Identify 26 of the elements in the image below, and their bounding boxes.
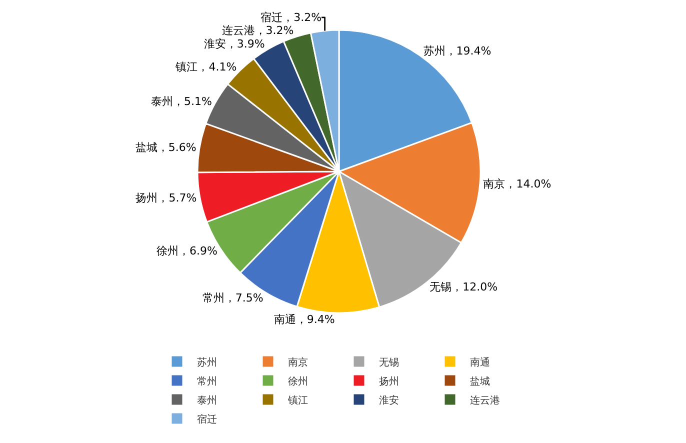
data-label: 无锡，12.0% bbox=[430, 280, 498, 294]
legend-label: 常州 bbox=[197, 375, 217, 388]
legend-label: 无锡 bbox=[379, 357, 399, 368]
legend-label: 盐城 bbox=[470, 375, 490, 388]
data-label: 淮安，3.9% bbox=[204, 38, 265, 51]
data-label: 宿迁，3.2% bbox=[260, 10, 322, 24]
legend-label: 南京 bbox=[288, 356, 308, 368]
legend-label: 镇江 bbox=[287, 394, 308, 406]
legend-label: 苏州 bbox=[197, 356, 217, 368]
data-label: 南京，14.0% bbox=[483, 177, 552, 190]
data-label: 盐城，5.6% bbox=[135, 140, 196, 154]
data-label: 常州，7.5% bbox=[202, 291, 264, 304]
legend-label: 徐州 bbox=[288, 375, 308, 388]
data-label: 扬州，5.7% bbox=[136, 191, 197, 204]
data-label: 连云港，3.2% bbox=[222, 24, 294, 37]
legend-label: 扬州 bbox=[379, 375, 399, 388]
legend-label: 泰州 bbox=[197, 394, 217, 406]
data-label: 徐州，6.9% bbox=[156, 244, 218, 258]
data-label: 镇江，4.1% bbox=[174, 60, 237, 74]
data-label: 南通，9.4% bbox=[274, 312, 335, 326]
legend-label: 宿迁 bbox=[197, 413, 217, 426]
legend-label: 连云港 bbox=[470, 394, 500, 406]
data-label: 苏州，19.4% bbox=[423, 44, 492, 58]
legend-label: 淮安 bbox=[379, 394, 399, 406]
legend-label: 南通 bbox=[470, 356, 490, 368]
data-label: 泰州，5.1% bbox=[151, 94, 212, 108]
